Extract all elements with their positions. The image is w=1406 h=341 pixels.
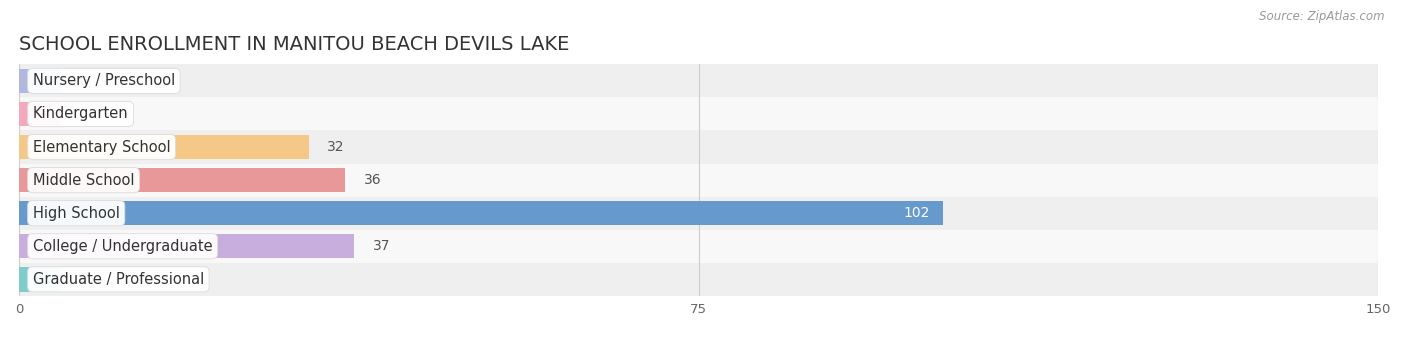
Text: SCHOOL ENROLLMENT IN MANITOU BEACH DEVILS LAKE: SCHOOL ENROLLMENT IN MANITOU BEACH DEVIL… <box>20 35 569 55</box>
Text: Graduate / Professional: Graduate / Professional <box>32 272 204 287</box>
Bar <box>20 267 60 292</box>
Text: Nursery / Preschool: Nursery / Preschool <box>32 73 174 88</box>
Text: Kindergarten: Kindergarten <box>32 106 128 121</box>
Text: Source: ZipAtlas.com: Source: ZipAtlas.com <box>1260 10 1385 23</box>
Bar <box>20 102 60 126</box>
Text: College / Undergraduate: College / Undergraduate <box>32 239 212 254</box>
Text: 37: 37 <box>373 239 389 253</box>
Text: 36: 36 <box>364 173 381 187</box>
Text: Middle School: Middle School <box>32 173 135 188</box>
Bar <box>20 234 354 258</box>
Bar <box>20 201 943 225</box>
Text: 0: 0 <box>79 107 87 121</box>
Bar <box>20 131 1378 164</box>
Bar <box>20 168 346 192</box>
Text: Elementary School: Elementary School <box>32 139 170 154</box>
Bar <box>20 263 1378 296</box>
Bar <box>20 64 1378 98</box>
Text: 0: 0 <box>79 74 87 88</box>
Bar <box>20 230 1378 263</box>
Bar <box>20 69 60 93</box>
Bar <box>20 197 1378 230</box>
Bar <box>20 98 1378 131</box>
Text: High School: High School <box>32 206 120 221</box>
Text: 0: 0 <box>79 272 87 286</box>
Bar <box>20 135 309 159</box>
Text: 102: 102 <box>904 206 929 220</box>
Bar <box>20 164 1378 197</box>
Text: 32: 32 <box>328 140 344 154</box>
